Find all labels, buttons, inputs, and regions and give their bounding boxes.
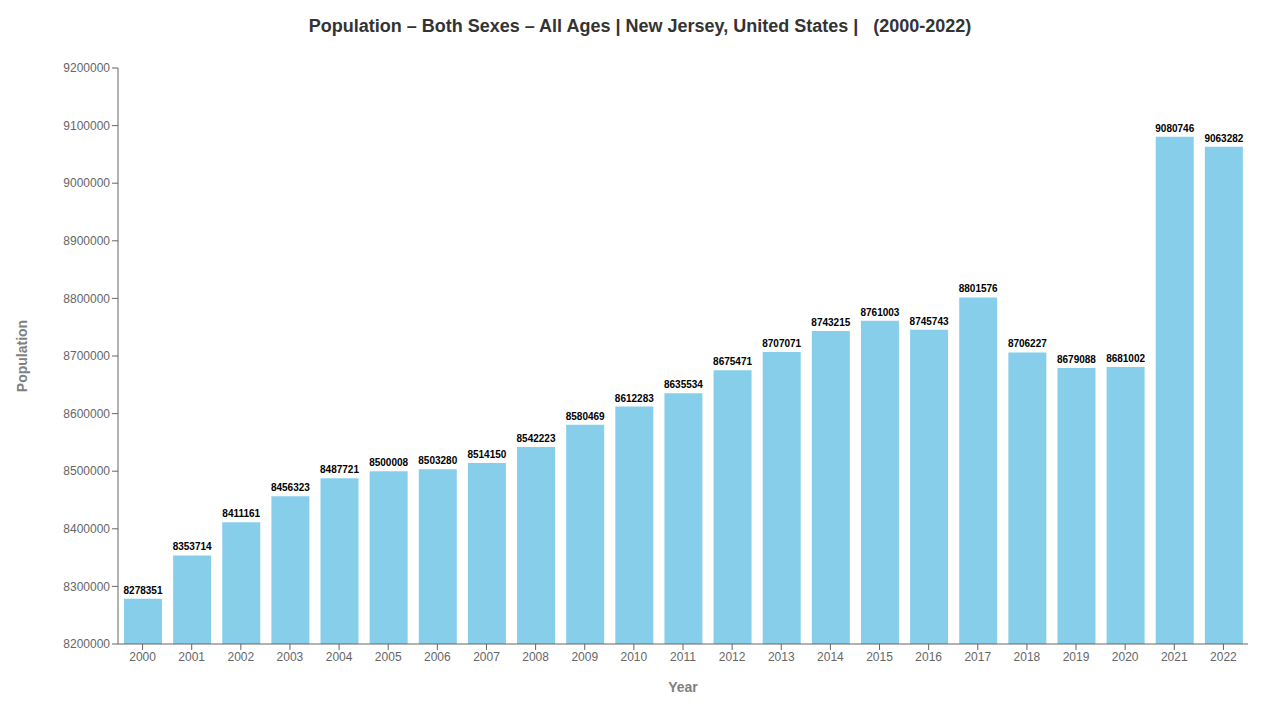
svg-text:2013: 2013 — [768, 650, 795, 664]
svg-text:2020: 2020 — [1112, 650, 1139, 664]
svg-text:8681002: 8681002 — [1106, 353, 1145, 364]
svg-text:2009: 2009 — [571, 650, 598, 664]
svg-text:9000000: 9000000 — [63, 176, 110, 190]
svg-text:2002: 2002 — [227, 650, 254, 664]
svg-text:8300000: 8300000 — [63, 580, 110, 594]
svg-text:8743215: 8743215 — [811, 317, 850, 328]
svg-text:8456323: 8456323 — [271, 482, 310, 493]
svg-text:9080746: 9080746 — [1155, 123, 1194, 134]
svg-text:8580469: 8580469 — [566, 411, 605, 422]
svg-text:2018: 2018 — [1014, 650, 1041, 664]
svg-text:Population: Population — [14, 320, 30, 392]
svg-text:8400000: 8400000 — [63, 522, 110, 536]
svg-text:2004: 2004 — [326, 650, 353, 664]
svg-text:8500000: 8500000 — [63, 464, 110, 478]
svg-text:2003: 2003 — [277, 650, 304, 664]
svg-text:8801576: 8801576 — [959, 283, 998, 294]
svg-text:8503280: 8503280 — [418, 455, 457, 466]
svg-text:8761003: 8761003 — [860, 307, 899, 318]
svg-text:8745743: 8745743 — [910, 316, 949, 327]
svg-text:8200000: 8200000 — [63, 637, 110, 651]
svg-text:8600000: 8600000 — [63, 407, 110, 421]
svg-text:2008: 2008 — [522, 650, 549, 664]
svg-text:9063282: 9063282 — [1204, 133, 1243, 144]
svg-text:2006: 2006 — [424, 650, 451, 664]
svg-text:8542223: 8542223 — [517, 433, 556, 444]
svg-text:8800000: 8800000 — [63, 292, 110, 306]
svg-text:8612283: 8612283 — [615, 393, 654, 404]
svg-text:8411161: 8411161 — [222, 508, 260, 519]
svg-text:2005: 2005 — [375, 650, 402, 664]
svg-text:2007: 2007 — [473, 650, 500, 664]
svg-text:8679088: 8679088 — [1057, 354, 1096, 365]
svg-text:8635534: 8635534 — [664, 379, 703, 390]
svg-text:8700000: 8700000 — [63, 349, 110, 363]
html-text:Population – Both Sexes – All: Population – Both Sexes – All Ages | New… — [308, 16, 972, 36]
svg-text:2000: 2000 — [129, 650, 156, 664]
svg-text:2022: 2022 — [1210, 650, 1237, 664]
svg-text:2017: 2017 — [964, 650, 991, 664]
svg-text:9100000: 9100000 — [63, 119, 110, 133]
svg-text:2014: 2014 — [817, 650, 844, 664]
svg-text:8706227: 8706227 — [1008, 338, 1047, 349]
svg-text:8278351: 8278351 — [124, 585, 163, 596]
svg-text:2010: 2010 — [621, 650, 648, 664]
svg-text:8487721: 8487721 — [320, 464, 359, 475]
svg-text:2015: 2015 — [866, 650, 893, 664]
svg-text:2021: 2021 — [1161, 650, 1188, 664]
svg-text:8900000: 8900000 — [63, 234, 110, 248]
svg-text:2012: 2012 — [719, 650, 746, 664]
svg-text:2001: 2001 — [178, 650, 205, 664]
svg-text:Year: Year — [668, 679, 698, 695]
svg-text:2019: 2019 — [1063, 650, 1090, 664]
svg-text:8500008: 8500008 — [369, 457, 408, 468]
svg-text:9200000: 9200000 — [63, 61, 110, 75]
svg-text:8353714: 8353714 — [173, 541, 212, 552]
svg-text:8675471: 8675471 — [713, 356, 752, 367]
svg-text:8514150: 8514150 — [467, 449, 506, 460]
svg-text:2011: 2011 — [670, 650, 696, 664]
svg-text:8707071: 8707071 — [762, 338, 801, 349]
svg-text:2016: 2016 — [915, 650, 942, 664]
